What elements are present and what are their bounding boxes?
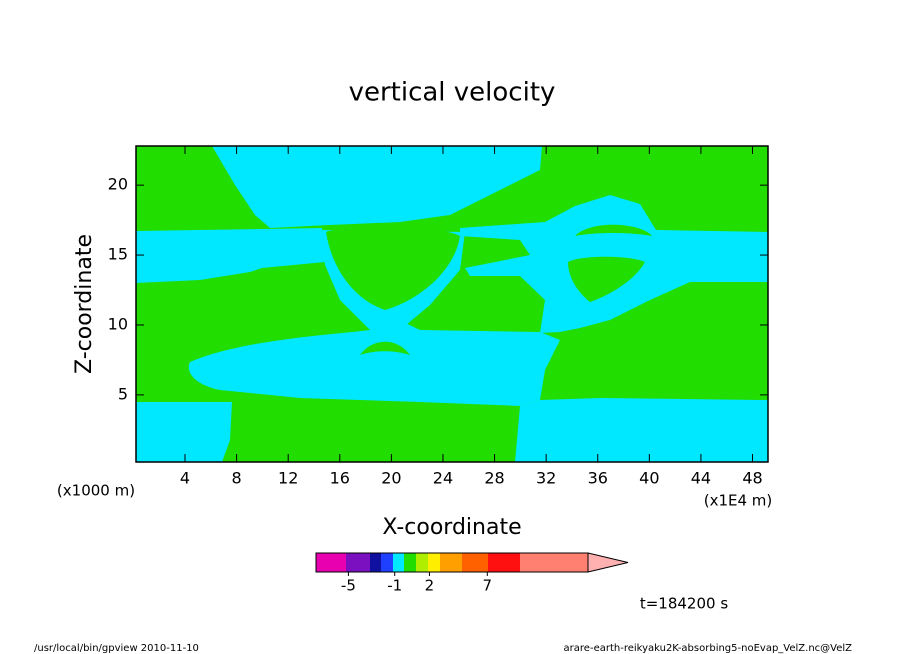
colorbar-cell: [488, 553, 520, 572]
colorbar-tick-label: 7: [483, 577, 493, 595]
colorbar-cell: [462, 553, 488, 572]
x-unit: (x1E4 m): [704, 492, 773, 510]
region-green: [568, 256, 645, 302]
colorbar-cell: [416, 553, 428, 572]
footer-right: arare-earth-reikyaku2K-absorbing5-noEvap…: [564, 643, 853, 654]
colorbar-extend-frame: [587, 552, 629, 573]
colorbar-tick-label: -1: [387, 577, 402, 595]
contour-field: [136, 146, 768, 462]
colorbar-cell: [393, 553, 404, 572]
x-tick-label: 12: [278, 469, 298, 488]
region-cyan: [136, 228, 325, 283]
x-tick-label: 40: [639, 469, 659, 488]
region-cyan: [136, 402, 232, 462]
colorbar-tick-label: 2: [425, 577, 435, 595]
region-cyan: [212, 146, 542, 228]
x-tick-label: 28: [484, 469, 504, 488]
region-green: [326, 227, 460, 310]
colorbar-cell: [428, 553, 440, 572]
region-cyan: [515, 398, 768, 462]
footer-left: /usr/local/bin/gpview 2010-11-10: [34, 643, 199, 654]
colorbar-cell: [370, 553, 381, 572]
x-tick-label: 20: [381, 469, 401, 488]
x-tick-label: 16: [330, 469, 350, 488]
colorbar-extend: [588, 553, 628, 572]
x-tick-label: 36: [588, 469, 608, 488]
x-axis-label: X-coordinate: [382, 515, 521, 540]
colorbar-cell: [520, 553, 588, 572]
colorbar-cell: [346, 553, 370, 572]
plot-frame: [135, 145, 769, 463]
colorbar-tick-label: -5: [341, 577, 356, 595]
x-tick-label: 24: [433, 469, 453, 488]
y-tick-label: 5: [118, 384, 128, 403]
y-tick-label: 10: [108, 314, 128, 333]
region-green: [360, 341, 410, 355]
colorbar: [315, 552, 629, 573]
region-cyan: [188, 318, 560, 406]
colorbar-frame: [315, 552, 589, 573]
chart-title: vertical velocity: [349, 78, 556, 108]
x-tick-label: 4: [180, 469, 190, 488]
x-tick-label: 48: [742, 469, 762, 488]
y-axis-label: Z-coordinate: [72, 234, 97, 374]
colorbar-cell: [381, 553, 393, 572]
region-green: [575, 224, 652, 236]
colorbar-cell: [404, 553, 416, 572]
x-tick-label: 32: [536, 469, 556, 488]
colorbar-cell: [316, 553, 346, 572]
x-tick-label: 8: [232, 469, 242, 488]
y-unit: (x1000 m): [57, 482, 135, 500]
time-label: t=184200 s: [640, 595, 728, 613]
y-tick-label: 20: [108, 175, 128, 194]
colorbar-cell: [440, 553, 462, 572]
y-tick-label: 15: [108, 245, 128, 264]
x-tick-label: 44: [691, 469, 711, 488]
